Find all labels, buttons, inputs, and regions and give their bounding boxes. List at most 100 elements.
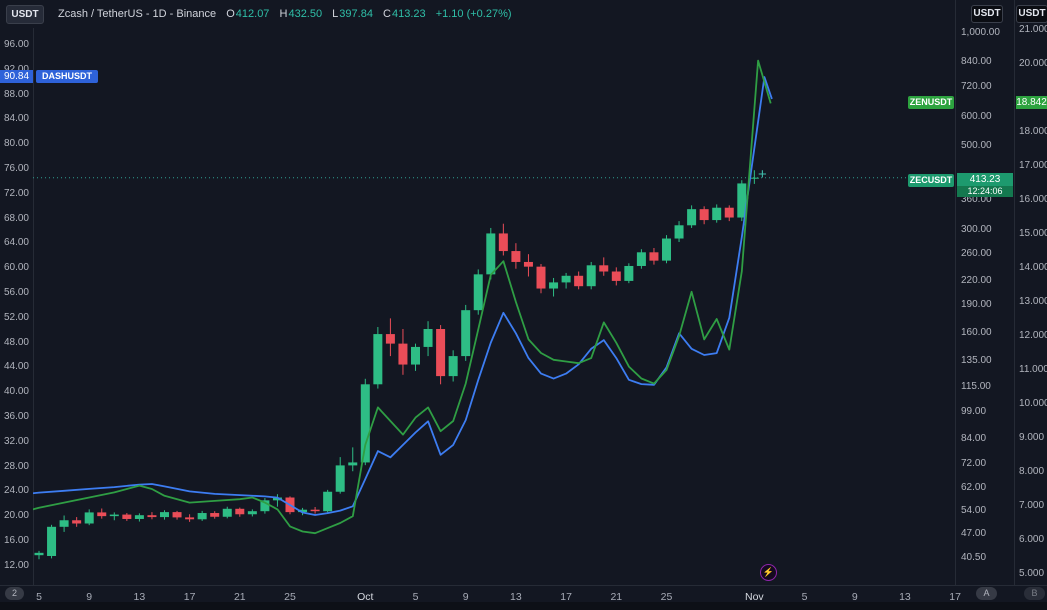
primary-scale-tick: 135.00	[961, 354, 992, 366]
time-tick: 21	[610, 591, 623, 603]
candle-body	[624, 265, 634, 281]
lightning-icon[interactable]: ⚡	[760, 564, 777, 581]
left-scale-tick: 12.00	[3, 559, 29, 571]
secondary-scale-tick: 5.000	[1019, 568, 1045, 579]
candle-body	[599, 265, 609, 272]
time-tick: 17	[183, 591, 196, 603]
zen-symbol-chip[interactable]: ZENUSDT	[908, 96, 954, 109]
left-scale-tick: 60.00	[3, 262, 29, 274]
primary-scale-tick: 62.00	[961, 482, 987, 494]
secondary-scale-tick: 15.000	[1019, 228, 1047, 239]
candle-body	[649, 252, 659, 261]
quote-currency-button[interactable]: USDT	[6, 4, 44, 24]
time-tick: 25	[284, 591, 296, 603]
left-scale-tick: 64.00	[3, 237, 29, 249]
primary-scale-tick: 115.00	[961, 381, 991, 393]
open-value: 412.07	[235, 8, 270, 20]
candle-body	[298, 509, 308, 513]
time-tick: 25	[660, 591, 673, 603]
add-alert-plus-icon[interactable]: +	[758, 166, 767, 183]
candle-body	[109, 514, 119, 517]
dash-symbol-chip[interactable]: DASHUSDT	[36, 70, 98, 83]
candle-body	[84, 512, 94, 524]
primary-scale-tick: 54.00	[961, 504, 987, 516]
primary-scale-tick: 47.00	[961, 527, 987, 539]
primary-scale-tick: 99.00	[961, 405, 987, 417]
secondary-scale-border	[1014, 0, 1015, 585]
high-value: 432.50	[288, 8, 323, 20]
secondary-scale-currency-button[interactable]: USDT	[1016, 5, 1047, 23]
candle-body	[335, 465, 345, 492]
candle-body	[59, 520, 69, 527]
candle-body	[260, 500, 270, 512]
scale-b-button[interactable]: B	[1024, 587, 1045, 600]
candle-body	[687, 209, 697, 226]
candle-body	[348, 462, 358, 466]
left-scale-tick: 76.00	[3, 163, 29, 174]
candle-body	[323, 491, 333, 512]
candle-body	[636, 252, 646, 266]
candle-body	[97, 512, 107, 517]
secondary-scale-tick: 9.000	[1019, 432, 1045, 443]
secondary-scale-tick: 17.000	[1019, 160, 1047, 171]
primary-scale-tick: 160.00	[961, 327, 992, 339]
symbol-title: Zcash / TetherUS - 1D - Binance	[58, 8, 217, 20]
secondary-scale-tick: 12.000	[1019, 330, 1047, 341]
candle-body	[536, 266, 546, 289]
secondary-scale-tick: 21.000	[1019, 24, 1047, 35]
left-scale-tick: 32.00	[3, 435, 29, 447]
time-tick: 9	[851, 591, 858, 603]
left-scale-tick: 28.00	[3, 460, 29, 472]
candle-body	[122, 514, 132, 519]
candle-body	[272, 497, 282, 501]
left-scale-tick: 20.00	[3, 510, 29, 522]
zec-symbol-chip[interactable]: ZECUSDT	[908, 174, 954, 187]
left-scale-tick: 80.00	[3, 138, 29, 150]
left-scale-tick: 16.00	[3, 535, 29, 546]
zec-price-label: 413.23 12:24:06	[957, 173, 1013, 197]
candle-body	[172, 512, 182, 518]
secondary-scale-tick: 7.000	[1019, 500, 1045, 511]
candle-body	[385, 334, 395, 344]
time-tick: 5	[412, 591, 419, 603]
symbol-legend[interactable]: Zcash / TetherUS - 1D - Binance O412.07 …	[58, 8, 512, 20]
window-bottom-edge	[0, 602, 1047, 610]
left-scale-tick: 44.00	[3, 361, 29, 373]
primary-scale-tick: 84.00	[961, 432, 987, 444]
time-tick: Oct	[357, 591, 374, 603]
primary-scale-tick: 190.00	[961, 298, 992, 310]
primary-scale-tick: 220.00	[961, 274, 992, 286]
candle-body	[574, 275, 584, 287]
zenusdt-line	[33, 59, 772, 535]
time-axis-border	[0, 585, 1047, 586]
candle-body	[486, 233, 496, 275]
left-scale-border	[33, 28, 34, 585]
candle-body	[674, 225, 684, 239]
secondary-scale-tick: 10.000	[1019, 398, 1047, 409]
primary-scale-tick: 840.00	[961, 55, 992, 67]
candle-body	[197, 513, 207, 520]
candle-body	[72, 520, 82, 524]
zen-price-label: 18.842	[1016, 96, 1047, 109]
left-scale-tick: 52.00	[3, 311, 29, 323]
scale-a-button[interactable]: A	[976, 587, 997, 600]
dash-price-label: 90.84	[0, 70, 33, 83]
candle-body	[662, 238, 671, 261]
candle-body	[423, 329, 433, 347]
candle-body	[411, 346, 420, 365]
primary-scale-tick: 360.00	[961, 194, 992, 206]
candle-body	[373, 334, 383, 385]
left-scale-tick: 40.00	[3, 386, 29, 398]
candle-body	[360, 384, 370, 463]
candle-body	[160, 512, 169, 518]
close-value: 413.23	[391, 8, 426, 20]
candle-body	[611, 271, 621, 281]
primary-scale-tick: 300.00	[961, 224, 992, 236]
secondary-scale-tick: 11.000	[1019, 364, 1047, 375]
time-tick: 9	[86, 591, 93, 603]
primary-scale-currency-button[interactable]: USDT	[971, 5, 1003, 23]
candle-body	[247, 511, 257, 515]
candle-body	[749, 177, 759, 179]
